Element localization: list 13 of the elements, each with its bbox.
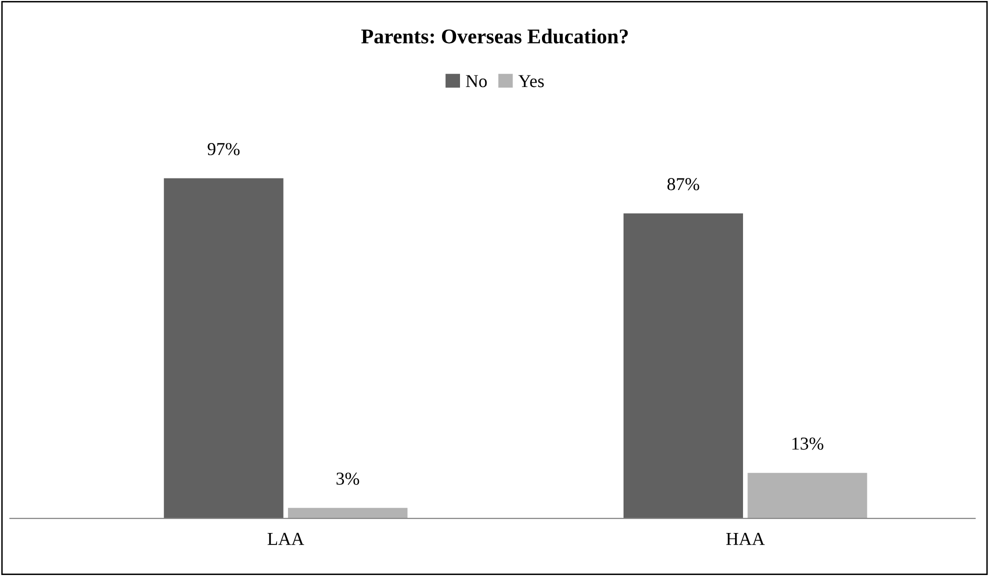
data-label: 13%: [792, 438, 824, 450]
bar: [748, 472, 868, 518]
legend-label: No: [466, 75, 487, 88]
data-label: 87%: [667, 178, 700, 190]
x-tick-label: HAA: [726, 532, 765, 545]
bar: [288, 508, 408, 518]
legend-label: Yes: [518, 75, 544, 88]
x-tick-label: LAA: [268, 532, 304, 545]
data-label: 97%: [208, 142, 240, 156]
chart-title: Parents: Overseas Education?: [361, 28, 628, 44]
bar: [164, 178, 284, 518]
bar: [624, 213, 744, 518]
data-label: 3%: [336, 472, 360, 485]
